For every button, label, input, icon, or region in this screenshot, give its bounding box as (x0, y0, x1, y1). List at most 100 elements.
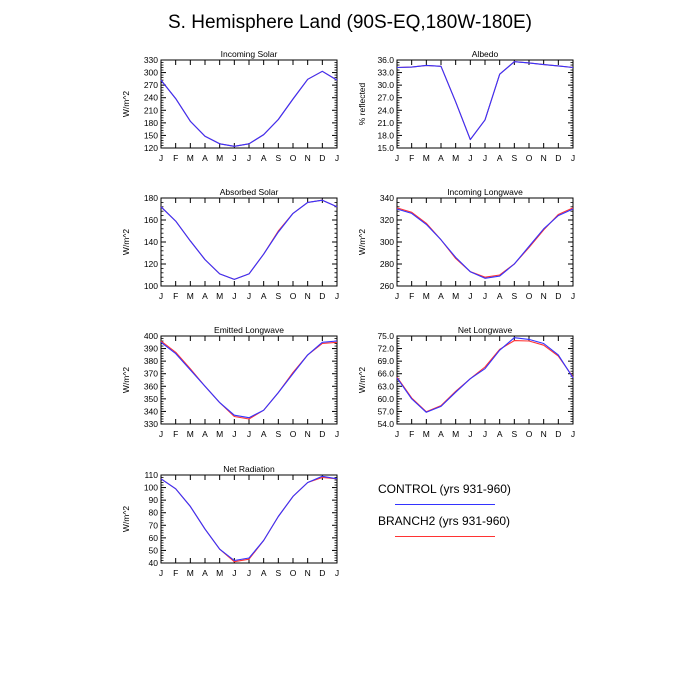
chart-title: Absorbed Solar (220, 187, 279, 197)
y-tick-label: 160 (144, 215, 158, 225)
x-tick-label: A (261, 568, 267, 578)
y-tick-label: 390 (144, 344, 158, 354)
x-tick-label: J (159, 291, 163, 301)
series-line-control (160, 199, 338, 280)
x-tick-label: D (555, 429, 561, 439)
y-tick-label: 360 (144, 381, 158, 391)
y-tick-label: 320 (380, 215, 394, 225)
x-tick-label: J (335, 291, 339, 301)
x-tick-label: J (483, 153, 487, 163)
x-tick-label: J (483, 429, 487, 439)
x-tick-label: F (173, 153, 178, 163)
x-tick-label: A (497, 429, 503, 439)
chart-title: Incoming Solar (221, 49, 278, 59)
x-tick-label: D (319, 429, 325, 439)
x-tick-label: A (202, 568, 208, 578)
x-tick-label: J (247, 429, 251, 439)
legend-label-control: CONTROL (yrs 931-960) (378, 482, 511, 496)
y-axis-label: W/m^2 (121, 91, 131, 117)
plot-frame (396, 59, 574, 149)
x-tick-label: M (452, 291, 459, 301)
x-tick-label: O (526, 291, 533, 301)
x-tick-label: J (335, 429, 339, 439)
series-line-branch2 (160, 70, 338, 147)
x-tick-label: J (232, 153, 236, 163)
y-tick-label: 21.0 (377, 118, 394, 128)
x-tick-label: S (275, 153, 281, 163)
y-axis-label: % reflected (357, 82, 367, 125)
y-tick-label: 36.0 (377, 55, 394, 65)
y-tick-label: 370 (144, 369, 158, 379)
chart-title: Emitted Longwave (214, 325, 284, 335)
x-tick-label: A (261, 291, 267, 301)
y-tick-label: 340 (380, 193, 394, 203)
plot-frame (160, 335, 338, 425)
x-tick-label: J (247, 568, 251, 578)
x-tick-label: J (159, 568, 163, 578)
chart-title: Net Radiation (223, 464, 275, 474)
x-tick-label: D (319, 291, 325, 301)
series-line-control (160, 475, 338, 562)
x-tick-label: F (173, 429, 178, 439)
y-tick-label: 120 (144, 143, 158, 153)
y-tick-label: 120 (144, 259, 158, 269)
x-tick-label: A (497, 153, 503, 163)
x-tick-label: O (526, 153, 533, 163)
x-tick-label: M (423, 429, 430, 439)
y-tick-label: 280 (380, 259, 394, 269)
series-line-control (396, 61, 574, 141)
x-tick-label: F (409, 153, 414, 163)
y-tick-label: 300 (144, 68, 158, 78)
plot-frame (396, 197, 574, 287)
x-tick-label: S (275, 429, 281, 439)
x-tick-label: M (423, 291, 430, 301)
x-tick-label: A (202, 153, 208, 163)
x-tick-label: N (305, 291, 311, 301)
chart-net-longwave: Net Longwave W/m^2 54.0 57.0 60.0 63.0 66.0 69.… (357, 325, 575, 439)
y-tick-label: 57.0 (377, 406, 394, 416)
plot-frame (396, 335, 574, 425)
series-line-control (396, 337, 574, 413)
y-tick-label: 240 (144, 93, 158, 103)
y-tick-label: 140 (144, 237, 158, 247)
x-tick-label: D (555, 291, 561, 301)
x-tick-label: J (159, 429, 163, 439)
y-axis-label: W/m^2 (357, 367, 367, 393)
x-tick-label: A (438, 429, 444, 439)
y-tick-label: 260 (380, 281, 394, 291)
x-tick-label: S (511, 429, 517, 439)
y-axis-label: W/m^2 (121, 506, 131, 532)
x-tick-label: F (173, 568, 178, 578)
y-tick-label: 69.0 (377, 356, 394, 366)
y-tick-label: 24.0 (377, 105, 394, 115)
x-tick-label: A (202, 429, 208, 439)
x-tick-label: J (247, 291, 251, 301)
x-tick-label: M (216, 153, 223, 163)
y-tick-label: 15.0 (377, 143, 394, 153)
y-tick-label: 180 (144, 118, 158, 128)
y-tick-label: 300 (380, 237, 394, 247)
plot-frame (160, 474, 338, 564)
x-tick-label: D (555, 153, 561, 163)
x-tick-label: M (216, 291, 223, 301)
x-tick-label: O (526, 429, 533, 439)
x-tick-label: O (290, 429, 297, 439)
y-tick-label: 70 (149, 520, 159, 530)
x-tick-label: A (438, 153, 444, 163)
chart-emitted-longwave: Emitted Longwave W/m^2 330 340 350 360 370 380 3… (121, 325, 339, 439)
y-tick-label: 350 (144, 394, 158, 404)
x-tick-label: D (319, 568, 325, 578)
x-tick-label: N (305, 153, 311, 163)
legend-line-control (395, 504, 495, 505)
y-tick-label: 33.0 (377, 68, 394, 78)
y-tick-label: 150 (144, 130, 158, 140)
y-tick-label: 75.0 (377, 331, 394, 341)
series-line-branch2 (396, 61, 574, 141)
x-tick-label: M (187, 429, 194, 439)
x-tick-label: J (468, 429, 472, 439)
y-tick-label: 100 (144, 483, 158, 493)
series-line-control (396, 208, 574, 279)
y-tick-label: 60 (149, 533, 159, 543)
